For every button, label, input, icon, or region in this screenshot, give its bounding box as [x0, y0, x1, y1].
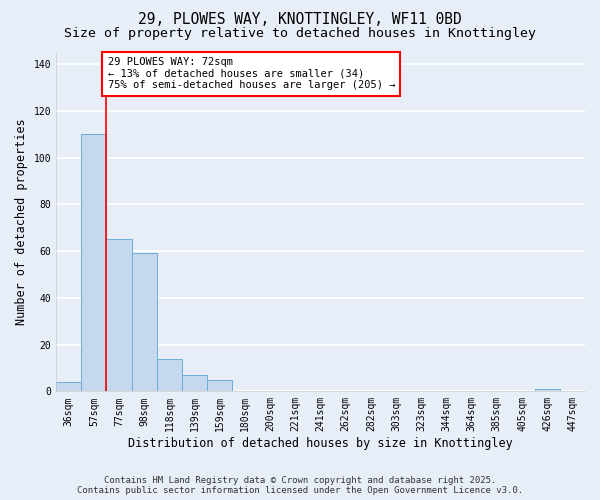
Text: 29 PLOWES WAY: 72sqm
← 13% of detached houses are smaller (34)
75% of semi-detac: 29 PLOWES WAY: 72sqm ← 13% of detached h…	[107, 57, 395, 90]
Bar	[81, 134, 106, 392]
Bar	[106, 240, 131, 392]
Bar	[535, 389, 560, 392]
Bar	[182, 375, 207, 392]
Bar	[131, 254, 157, 392]
Bar	[157, 358, 182, 392]
X-axis label: Distribution of detached houses by size in Knottingley: Distribution of detached houses by size …	[128, 437, 513, 450]
Text: Size of property relative to detached houses in Knottingley: Size of property relative to detached ho…	[64, 28, 536, 40]
Bar	[207, 380, 232, 392]
Text: Contains HM Land Registry data © Crown copyright and database right 2025.
Contai: Contains HM Land Registry data © Crown c…	[77, 476, 523, 495]
Bar	[56, 382, 81, 392]
Y-axis label: Number of detached properties: Number of detached properties	[15, 118, 28, 325]
Text: 29, PLOWES WAY, KNOTTINGLEY, WF11 0BD: 29, PLOWES WAY, KNOTTINGLEY, WF11 0BD	[138, 12, 462, 28]
